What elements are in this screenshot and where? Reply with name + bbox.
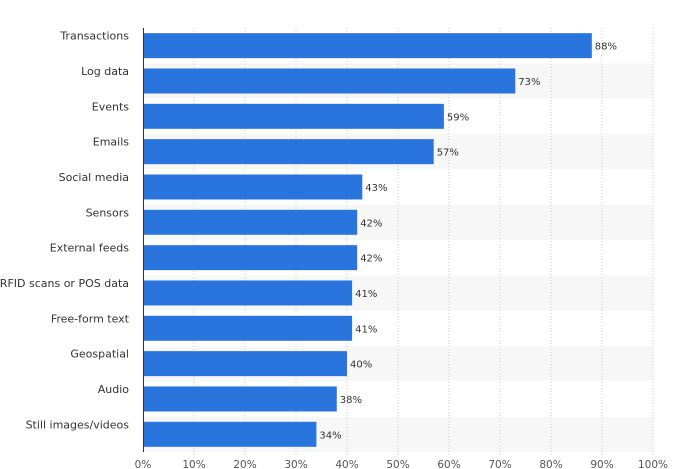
bar-emails (143, 139, 434, 165)
category-label: RFID scans or POS data (0, 277, 129, 290)
value-label: 42% (360, 218, 382, 229)
category-label: External feeds (50, 242, 130, 255)
value-label: 59% (447, 112, 469, 123)
x-tick-label: 80% (539, 459, 562, 469)
bar-still-images-videos (143, 421, 317, 447)
x-tick-label: 30% (284, 459, 307, 469)
x-tick-labels: 0% 10% 20% 30% 40% 50% 60% 70% 80% 90% 100% (135, 459, 668, 469)
category-label: Transactions (59, 30, 129, 43)
category-label: Still images/videos (26, 418, 130, 431)
bars (143, 33, 592, 447)
category-label: Geospatial (70, 348, 129, 361)
category-label: Sensors (86, 206, 130, 219)
x-tick-label: 10% (182, 459, 205, 469)
bar-external-feeds (143, 245, 358, 271)
gridlines (193, 28, 654, 456)
bar-geospatial (143, 351, 347, 377)
value-labels: 88% 73% 59% 57% 43% 42% 42% 41% 41% 40% 38% 34% (319, 42, 617, 442)
bar-audio (143, 386, 337, 412)
bar-sensors (143, 209, 358, 235)
value-label: 88% (595, 42, 617, 53)
x-tick-label: 20% (233, 459, 256, 469)
x-tick-label: 60% (437, 459, 460, 469)
value-label: 40% (350, 360, 372, 371)
value-label: 38% (340, 395, 362, 406)
bar-social-media (143, 174, 363, 200)
x-tick-label: 70% (488, 459, 511, 469)
category-label: Audio (98, 383, 130, 396)
value-label: 57% (437, 148, 459, 159)
bar-rfid-scans-or-pos-data (143, 280, 353, 306)
value-label: 42% (360, 254, 382, 265)
bar-transactions (143, 33, 592, 59)
bar-events (143, 103, 444, 129)
category-labels: Transactions Log data Events Emails Social m… (0, 30, 130, 432)
x-tick-label: 40% (335, 459, 358, 469)
x-tick-label: 90% (590, 459, 613, 469)
x-tick-label: 50% (386, 459, 409, 469)
bar-free-form-text (143, 315, 353, 341)
x-tick-label: 100% (638, 459, 668, 469)
value-label: 73% (518, 77, 540, 88)
category-label: Log data (81, 65, 129, 78)
category-label: Events (92, 100, 130, 113)
category-label: Free-form text (51, 312, 130, 325)
category-label: Social media (59, 171, 129, 184)
category-label: Emails (93, 136, 130, 149)
value-label: 43% (365, 183, 387, 194)
value-label: 41% (355, 289, 377, 300)
value-label: 34% (319, 430, 341, 441)
value-label: 41% (355, 324, 377, 335)
x-tick-label: 0% (135, 459, 152, 469)
bar-log-data (143, 68, 516, 94)
